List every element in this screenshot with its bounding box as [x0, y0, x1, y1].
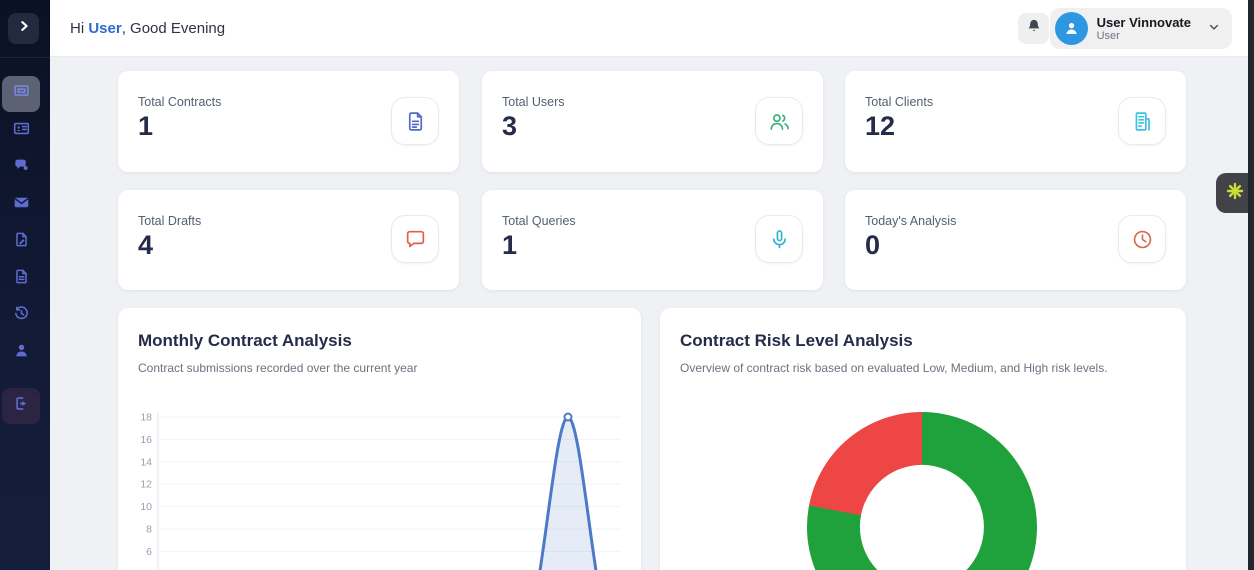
stat-label: Total Users [502, 95, 565, 109]
sidebar-item-logout[interactable] [2, 388, 40, 424]
chart-title: Monthly Contract Analysis [138, 331, 352, 350]
stat-label: Total Drafts [138, 214, 202, 228]
monthly-contract-analysis-card: Monthly Contract Analysis Contract submi… [118, 308, 641, 570]
clock-icon [1118, 215, 1166, 263]
stat-label: Total Queries [502, 214, 576, 228]
chart-title: Contract Risk Level Analysis [680, 331, 913, 350]
users-icon [755, 97, 803, 145]
chat-icon [13, 157, 30, 179]
greeting-username: User [88, 20, 122, 37]
stat-value: 12 [865, 111, 896, 141]
stat-card-total-queries: Total Queries 1 [482, 190, 823, 290]
history-icon [13, 305, 30, 327]
stat-card-total-clients: Total Clients 12 [845, 71, 1186, 172]
monthly-contracts-line-chart: 18 16 14 12 10 8 6 [140, 412, 621, 570]
header: Hi User, Good Evening User Vinnovate Use… [50, 0, 1254, 57]
sidebar-item-mail[interactable] [2, 187, 40, 223]
file-edit-icon [13, 231, 30, 253]
user-menu[interactable]: User Vinnovate User [1049, 8, 1232, 49]
stat-value: 1 [502, 230, 518, 260]
stat-card-total-contracts: Total Contracts 1 [118, 71, 459, 172]
svg-text:18: 18 [140, 412, 152, 424]
id-card-icon [13, 120, 30, 142]
sidebar-item-profile[interactable] [2, 335, 40, 371]
document-icon [391, 97, 439, 145]
avatar [1054, 12, 1088, 45]
donut-hole [859, 464, 985, 570]
svg-text:12: 12 [140, 479, 152, 491]
file-icon [13, 268, 30, 290]
building-icon [1118, 97, 1166, 145]
stat-card-todays-analysis: Today's Analysis 0 [845, 190, 1186, 290]
user-name: User Vinnovate [1096, 14, 1191, 30]
mail-icon [13, 194, 30, 216]
stat-card-total-users: Total Users 3 [482, 71, 823, 172]
sidebar-item-history[interactable] [2, 298, 40, 334]
comment-icon [391, 215, 439, 263]
sidebar-item-chat[interactable] [2, 150, 40, 186]
user-role: User [1096, 29, 1120, 42]
sidebar [0, 0, 50, 570]
svg-text:6: 6 [146, 546, 152, 558]
sidebar-nav [0, 76, 50, 424]
greeting: Hi User, Good Evening [70, 0, 225, 57]
sidebar-item-id-card[interactable] [2, 113, 40, 149]
stat-value: 0 [865, 230, 881, 260]
asterisk-icon [1225, 181, 1245, 206]
dashboard-icon [13, 83, 30, 105]
feedback-widget-button[interactable] [1216, 173, 1254, 213]
greeting-prefix: Hi [70, 20, 89, 37]
contract-risk-analysis-card: Contract Risk Level Analysis Overview of… [660, 308, 1186, 570]
svg-text:8: 8 [146, 524, 152, 536]
bell-icon [1026, 18, 1042, 39]
scrollbar[interactable] [1248, 0, 1254, 570]
notifications-button[interactable] [1018, 13, 1049, 44]
stat-value: 4 [138, 230, 154, 260]
stat-label: Total Clients [865, 95, 934, 109]
risk-donut-chart [807, 412, 1037, 570]
greeting-suffix: , Good Evening [121, 20, 226, 37]
sidebar-header-divider [0, 57, 50, 58]
stat-card-total-drafts: Total Drafts 4 [118, 190, 459, 290]
chevron-right-icon [17, 19, 31, 38]
stat-label: Today's Analysis [865, 214, 957, 228]
sidebar-toggle-button[interactable] [8, 13, 39, 44]
svg-text:10: 10 [140, 501, 152, 513]
microphone-icon [755, 215, 803, 263]
user-icon [13, 342, 30, 364]
chart-subtitle: Overview of contract risk based on evalu… [680, 361, 1108, 375]
chevron-down-icon [1208, 20, 1220, 38]
sidebar-item-file-edit[interactable] [2, 224, 40, 260]
sidebar-item-dashboard[interactable] [2, 76, 40, 112]
logout-icon [13, 395, 30, 417]
sidebar-item-file[interactable] [2, 261, 40, 297]
svg-text:16: 16 [140, 434, 152, 446]
chart-subtitle: Contract submissions recorded over the c… [138, 361, 418, 375]
stat-value: 3 [502, 111, 518, 141]
svg-text:14: 14 [140, 456, 152, 468]
stat-value: 1 [138, 111, 154, 141]
stat-label: Total Contracts [138, 95, 222, 109]
